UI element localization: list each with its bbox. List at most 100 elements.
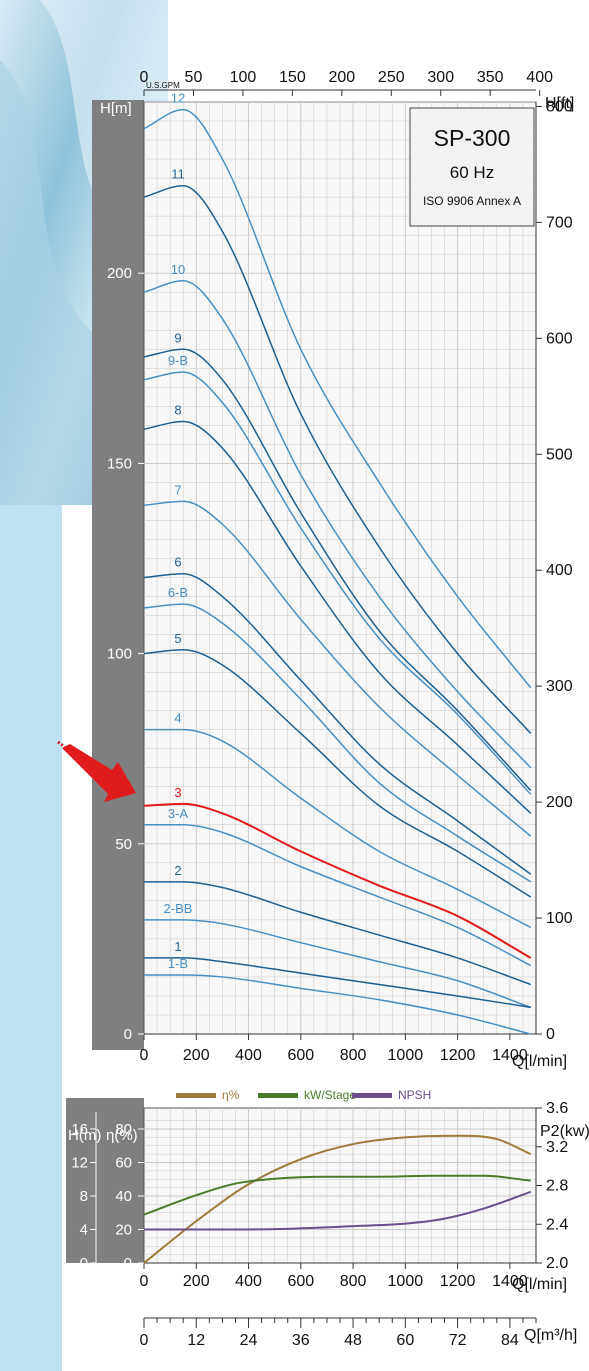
curve-label-2: 2 [174,863,181,878]
h-tick-label: 8 [80,1188,88,1205]
y-right-tick-label: 200 [546,794,573,811]
y-right-tick-label: 100 [546,910,573,927]
y-left-tick-label: 150 [107,455,132,472]
x-top-tick-label: 250 [378,69,405,86]
legend-swatch [176,1093,216,1098]
head-curve-1-B [144,974,531,1035]
p2-tick-label: 3.6 [546,1100,568,1117]
y-right-tick-label: 400 [546,562,573,579]
bottom-curve-kW/Stage [143,1174,531,1216]
y-right-tick-label: 800 [546,98,573,115]
y-right-tick-label: 0 [546,1026,555,1043]
eta-tick-label: 40 [115,1188,132,1205]
legend-swatch [258,1093,298,1098]
x-tick-label: 1000 [388,1047,424,1064]
legend-swatch [352,1093,392,1098]
x-top-tick-label: 200 [328,69,355,86]
y-right-tick-label: 300 [546,678,573,695]
y-left-tick-label: 200 [107,265,132,282]
model-title: SP-300 [434,125,511,151]
model-standard: ISO 9906 Annex A [423,194,521,208]
legend-label: kW/Stage [304,1088,356,1102]
curve-label-4: 4 [174,711,181,726]
bottom-curves [143,1134,532,1264]
curve-label-9: 9 [174,330,181,345]
x-tick-label: 600 [287,1047,314,1064]
head-curve-9 [143,348,532,792]
legend-label: η% [222,1088,240,1102]
curve-label-3-A: 3-A [168,806,189,821]
bottom-x2-tick-label: 48 [344,1332,362,1349]
efficiency-power-npsh-chart: η% kW/Stage NPSH 0 200 400 600 800 1000 1200 1400… [66,1088,589,1349]
x-top-tick-label: 150 [279,69,306,86]
x-top-tick-label: 50 [185,69,203,86]
model-frequency: 60 Hz [450,163,494,182]
x-top-unit-label: U.S.GPM [146,81,180,90]
bottom-x2-tick-label: 36 [292,1332,310,1349]
curve-label-11: 11 [171,167,185,182]
head-curve-8 [143,420,532,814]
bottom-x2-tick-label: 24 [240,1332,258,1349]
head-curve-12 [143,108,532,689]
y-right-tick-label: 700 [546,214,573,231]
x-tick-label: 200 [183,1047,210,1064]
bottom-curve-NPSH [144,1190,532,1231]
bottom-x2-tick-label: 60 [396,1332,414,1349]
head-curve-3 [143,802,532,959]
x-tick-label: 800 [340,1047,367,1064]
bottom-x2-tick-label: 0 [140,1332,149,1349]
p2-tick-label: 2.4 [546,1216,568,1233]
curve-label-1: 1 [174,939,181,954]
bottom-x-tick-label: 1200 [440,1273,476,1290]
eta-axis-label: η(%) [106,1127,138,1144]
head-curve-7 [143,500,532,837]
head-curve-4 [144,728,532,929]
head-curve-6-B [143,603,532,883]
bottom-x2-tick-label: 12 [187,1332,205,1349]
highlight-arrow-icon [57,740,136,802]
bottom-x-unit-label: Q[l/min] [512,1276,567,1293]
bottom-x2-tick-label: 84 [501,1332,519,1349]
x-top-tick-label: 100 [230,69,257,86]
y-left-tick-label: 0 [124,1026,132,1043]
main-axes [144,89,537,1035]
curve-label-1-B: 1-B [168,956,188,971]
eta-tick-label: 20 [115,1222,132,1239]
bottom-x-tick-label: 1400 [492,1273,528,1290]
curve-label-2-BB: 2-BB [164,901,193,916]
bottom-x-tick-label: 0 [140,1273,149,1290]
curve-label-8: 8 [174,403,181,418]
h-tick-label: 0 [80,1255,88,1272]
bottom-x-tick-label: 1000 [388,1273,424,1290]
head-curve-1 [144,957,531,1009]
curve-label-7: 7 [174,482,181,497]
head-curve-9-B [143,371,532,795]
head-curve-11 [143,184,532,734]
x-tick-label: 1400 [492,1047,528,1064]
eta-tick-label: 60 [115,1155,132,1172]
x-top-tick-label: 400 [526,69,553,86]
curve-label-10: 10 [171,262,185,277]
x-tick-label: 400 [235,1047,262,1064]
y-left-tick-label: 100 [107,646,132,663]
eta-tick-label: 80 [115,1121,132,1138]
h-tick-label: 4 [80,1222,88,1239]
head-curve-3-A [143,824,532,967]
y-right-tick-label: 600 [546,330,573,347]
bottom-x-tick-label: 200 [183,1273,210,1290]
h-tick-label: 16 [71,1121,88,1138]
bottom-x-tick-label: 600 [287,1273,314,1290]
bottom-left-axis-panel [66,1098,144,1263]
head-curve-5 [143,649,532,898]
x-top-tick-label: 350 [477,69,504,86]
curve-label-6-B: 6-B [168,585,188,600]
left-axis-panel [92,100,144,1050]
x-top-tick-label: 0 [140,69,149,86]
x-tick-label: 0 [140,1047,149,1064]
head-curve-2-BB [143,919,532,1009]
y-left-tick-label: 50 [115,836,132,853]
eta-tick-label: 0 [124,1255,132,1272]
